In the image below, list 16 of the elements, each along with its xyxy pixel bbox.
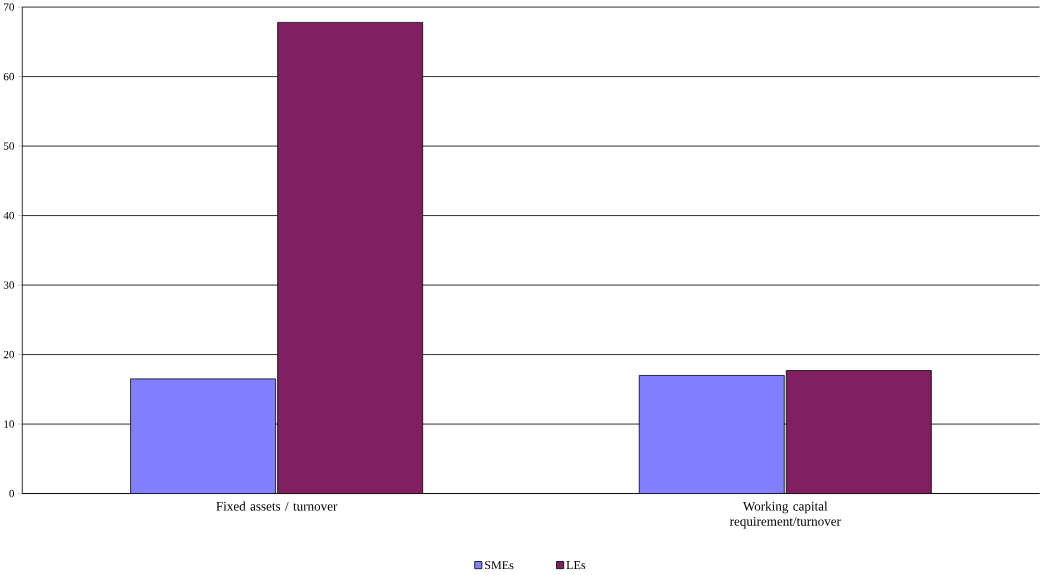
y-tick-label: 70 — [4, 3, 15, 12]
x-tick-label: Fixed assets / turnover — [216, 501, 338, 511]
y-tick-label: 10 — [4, 420, 15, 429]
x-tick-label: Working capital requirement/turnover — [729, 501, 841, 529]
y-tick-label: 40 — [3, 212, 15, 220]
legend-label: SMEs — [485, 561, 514, 570]
bar — [130, 378, 277, 494]
bar — [785, 370, 932, 494]
y-tick-label: 60 — [3, 73, 15, 81]
y-tick-label: 20 — [3, 351, 15, 359]
y-tick-label: 50 — [4, 142, 15, 151]
bar — [638, 375, 785, 494]
y-tick-label: 30 — [3, 281, 15, 290]
y-tick-label: 0 — [9, 490, 15, 498]
bar — [277, 22, 424, 494]
legend-label: LEs — [566, 561, 586, 570]
